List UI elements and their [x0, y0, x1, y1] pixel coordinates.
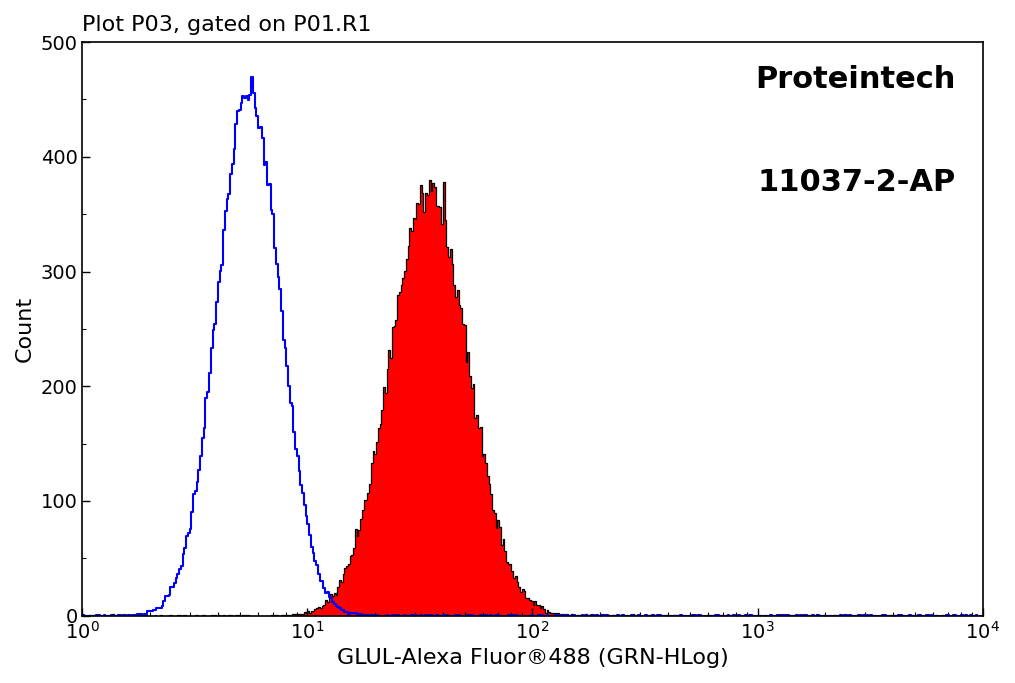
Text: Proteintech: Proteintech — [755, 65, 955, 94]
Y-axis label: Count: Count — [15, 296, 35, 362]
X-axis label: GLUL-Alexa Fluor®488 (GRN-HLog): GLUL-Alexa Fluor®488 (GRN-HLog) — [337, 648, 729, 668]
Text: 11037-2-AP: 11037-2-AP — [757, 168, 955, 197]
Text: Plot P03, gated on P01.R1: Plot P03, gated on P01.R1 — [82, 15, 371, 35]
